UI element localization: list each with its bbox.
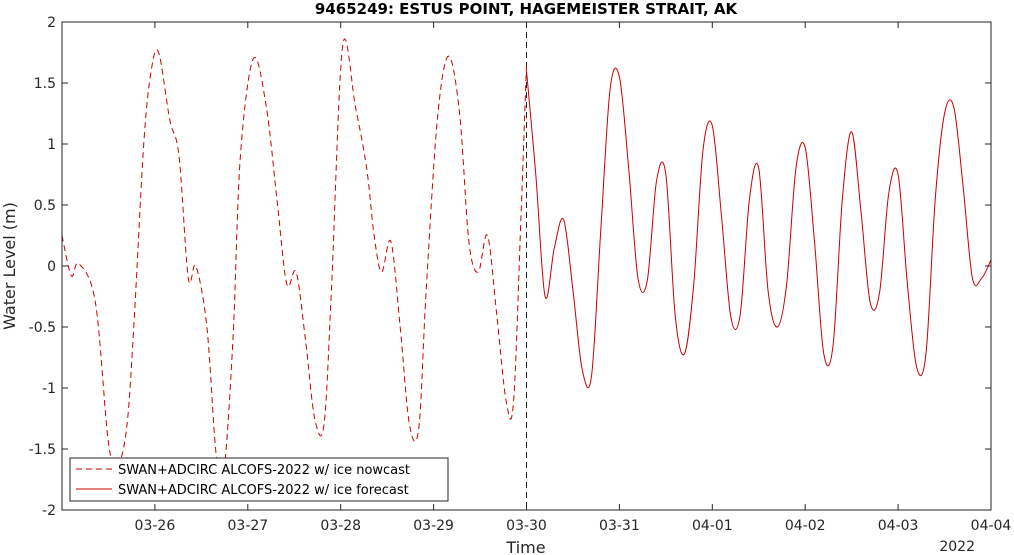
x-tick-label: 03-26 (135, 518, 176, 534)
x-axis-label: Time (505, 538, 545, 555)
x-axis: 03-26 03-27 03-28 03-29 03-30 03-31 04-01 04-02… (135, 22, 1012, 534)
year-label: 2022 (939, 539, 975, 555)
series-line-nowcast (61, 38, 527, 484)
legend-label-nowcast: SWAN+ADCIRC ALCOFS-2022 w/ ice nowcast (118, 463, 410, 478)
x-tick-label: 04-01 (692, 518, 733, 534)
x-tick-label: 03-31 (599, 518, 640, 534)
y-tick-label: 0.5 (34, 198, 56, 214)
y-tick-label: 1 (47, 137, 56, 153)
series-group (61, 38, 992, 484)
chart-title: 9465249: ESTUS POINT, HAGEMEISTER STRAIT… (315, 0, 739, 18)
x-tick-label: 03-29 (413, 518, 454, 534)
x-tick-label: 04-03 (878, 518, 919, 534)
x-tick-label: 04-02 (785, 518, 826, 534)
x-tick-label: 03-30 (506, 518, 547, 534)
legend-label-forecast: SWAN+ADCIRC ALCOFS-2022 w/ ice forecast (118, 483, 409, 498)
y-tick-label: -2 (42, 503, 56, 519)
plot-frame (61, 21, 992, 511)
y-tick-label: 0 (47, 259, 56, 275)
y-tick-label: -0.5 (29, 320, 56, 336)
legend-box (69, 457, 449, 502)
y-tick-label: 2 (47, 15, 56, 31)
y-tick-label: -1.5 (29, 442, 56, 458)
legend: SWAN+ADCIRC ALCOFS-2022 w/ ice nowcast S… (69, 457, 449, 502)
y-tick-label: -1 (42, 381, 56, 397)
y-axis-label: Water Level (m) (0, 202, 19, 330)
y-tick-label: 1.5 (34, 76, 56, 92)
y-axis: 2 1.5 1 0.5 0 -0.5 -1 -1.5 -2 (29, 15, 991, 519)
x-tick-label: 04-04 (971, 518, 1012, 534)
series-line-forecast (526, 67, 992, 389)
x-tick-label: 03-27 (227, 518, 268, 534)
x-tick-label: 03-28 (320, 518, 361, 534)
